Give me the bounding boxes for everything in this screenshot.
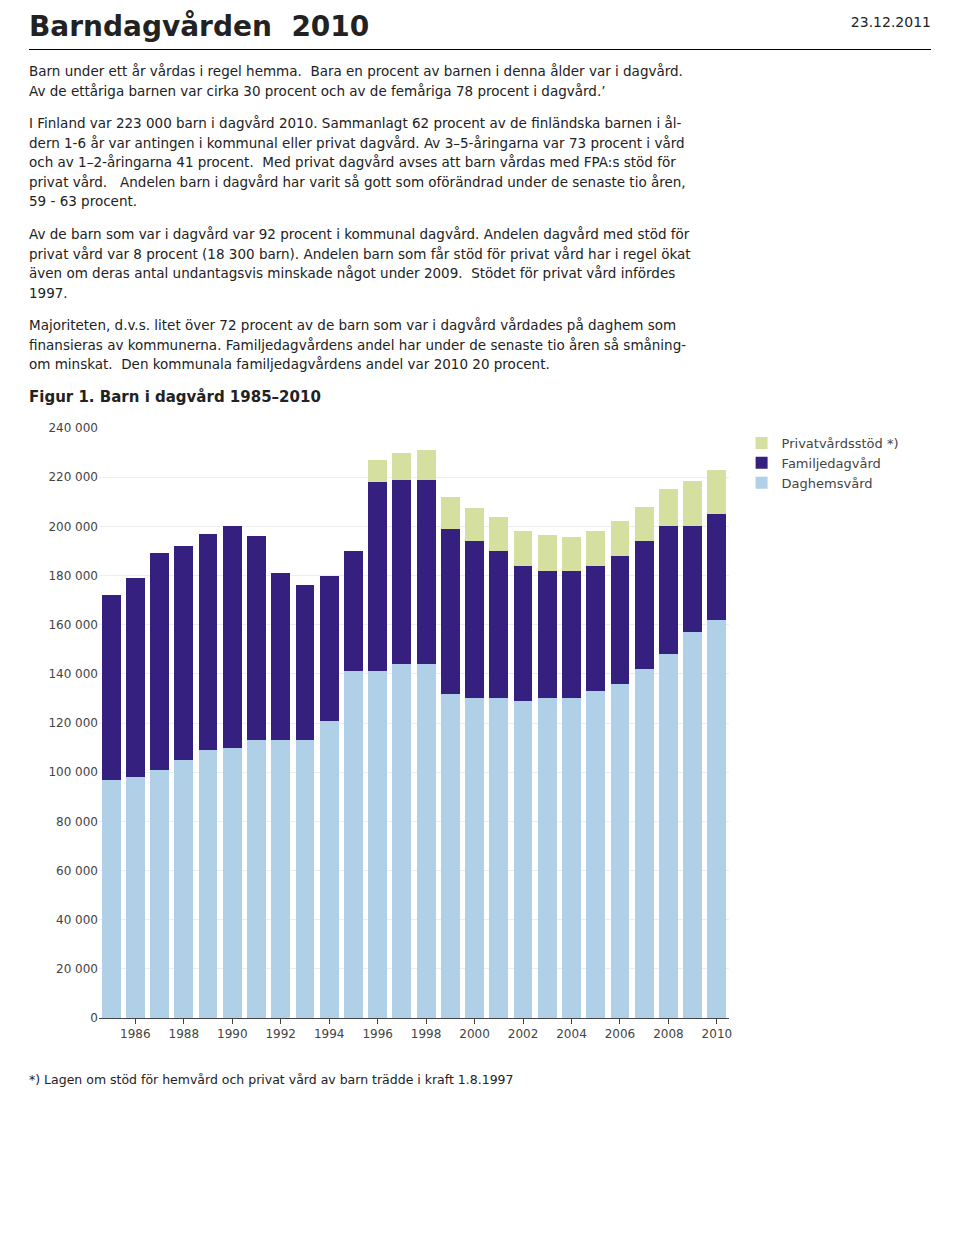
- svg-text:80 000: 80 000: [56, 814, 98, 828]
- svg-text:140 000: 140 000: [48, 667, 98, 681]
- svg-text:180 000: 180 000: [48, 569, 98, 583]
- svg-text:220 000: 220 000: [48, 470, 98, 484]
- svg-text:160 000: 160 000: [48, 618, 98, 632]
- svg-text:60 000: 60 000: [56, 864, 98, 878]
- html-text:Barndagvården 2010: Barndagvården 2010: [29, 10, 370, 43]
- svg-text:Privatvårdsstöd *): Privatvårdsstöd *): [782, 436, 899, 451]
- html-text:Barn under ett år vårdas i reg: Barn under ett år vårdas i regel hemma. …: [29, 63, 683, 99]
- svg-text:100 000: 100 000: [48, 765, 98, 779]
- svg-text:1986: 1986: [120, 1027, 151, 1041]
- svg-text:40 000: 40 000: [56, 913, 98, 927]
- svg-text:2010: 2010: [702, 1027, 733, 1041]
- svg-text:120 000: 120 000: [48, 716, 98, 730]
- svg-text:1994: 1994: [314, 1027, 345, 1041]
- html-text:Majoriteten, d.v.s. litet över: Majoriteten, d.v.s. litet över 72 procen…: [29, 317, 687, 373]
- svg-text:0: 0: [90, 1011, 98, 1025]
- svg-text:2000: 2000: [459, 1027, 490, 1041]
- html-text:*) Lagen om stöd för hemvård o: *) Lagen om stöd för hemvård och privat …: [29, 1071, 514, 1087]
- svg-text:1992: 1992: [265, 1027, 296, 1041]
- svg-text:1988: 1988: [169, 1027, 200, 1041]
- svg-text:2002: 2002: [508, 1027, 539, 1041]
- html-text:I Finland var 223 000 barn i d: I Finland var 223 000 barn i dagvård 201…: [29, 115, 686, 210]
- html-text:23.12.2011: 23.12.2011: [850, 14, 931, 30]
- html-text:Figur 1. Barn i dagvård 1985–2: Figur 1. Barn i dagvård 1985–2010: [29, 387, 321, 406]
- svg-text:1996: 1996: [362, 1027, 393, 1041]
- svg-text:1998: 1998: [411, 1027, 442, 1041]
- svg-text:Daghemsvård: Daghemsvård: [782, 476, 873, 491]
- svg-text:2004: 2004: [556, 1027, 587, 1041]
- svg-text:2006: 2006: [605, 1027, 636, 1041]
- svg-text:1990: 1990: [217, 1027, 248, 1041]
- svg-text:20 000: 20 000: [56, 962, 98, 976]
- svg-text:240 000: 240 000: [48, 421, 98, 435]
- svg-text:200 000: 200 000: [48, 519, 98, 533]
- svg-text:Familjedagvård: Familjedagvård: [782, 456, 881, 471]
- html-text:Av de barn som var i dagvård v: Av de barn som var i dagvård var 92 proc…: [29, 225, 691, 301]
- svg-text:2008: 2008: [653, 1027, 684, 1041]
